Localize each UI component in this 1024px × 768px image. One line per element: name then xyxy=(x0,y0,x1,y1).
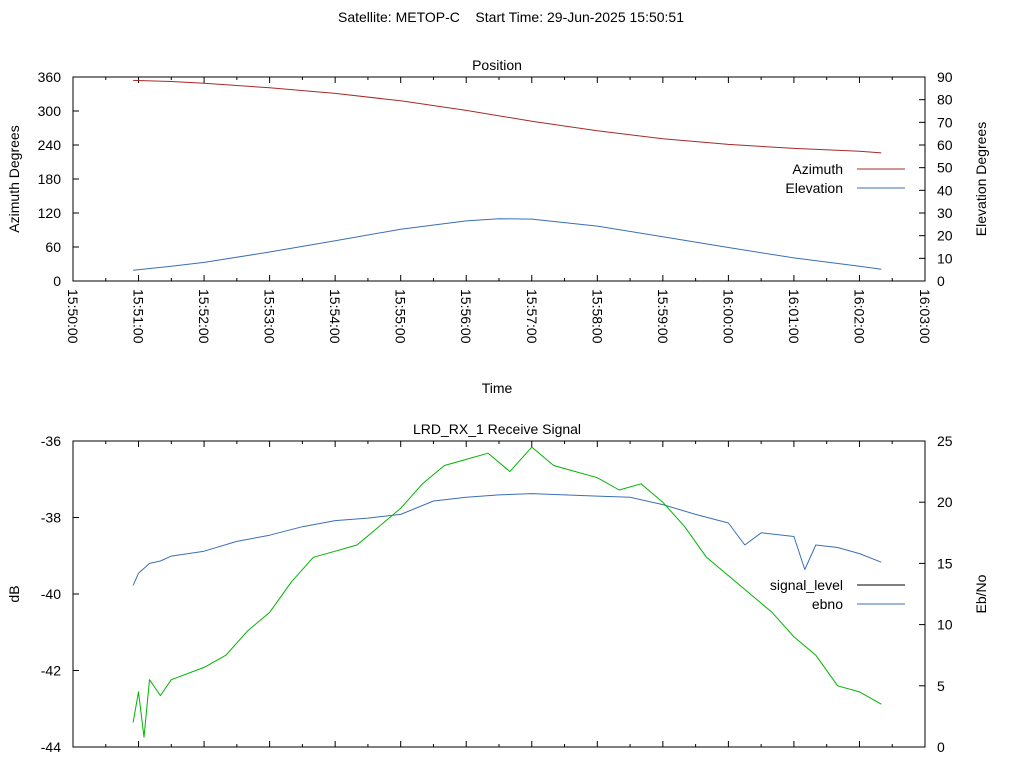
legend-label: Elevation xyxy=(785,180,843,196)
x-tick-label: 15:52:00 xyxy=(196,289,212,344)
position-plot-frame xyxy=(72,76,926,282)
legend-label: Azimuth xyxy=(792,161,843,177)
x-tick-label: 15:53:00 xyxy=(262,289,278,344)
x-tick-label: 16:01:00 xyxy=(786,289,802,344)
x-tick-label: 15:56:00 xyxy=(458,289,474,344)
y-tick-label: -38 xyxy=(41,510,61,526)
elevation-series-line xyxy=(133,218,882,271)
y2-tick-label: 5 xyxy=(937,678,945,694)
y2-tick-label: 10 xyxy=(937,617,953,633)
y2-tick-label: 0 xyxy=(937,739,945,755)
x-tick-label: 15:58:00 xyxy=(589,289,605,344)
y2-tick-label: 20 xyxy=(937,228,953,244)
y-tick-label: 300 xyxy=(38,103,62,119)
x-tick-label: 15:55:00 xyxy=(393,289,409,344)
unlabeled-series-line xyxy=(132,446,882,738)
x-tick-label: 16:02:00 xyxy=(851,289,867,344)
y-tick-label: 120 xyxy=(38,205,62,221)
y-tick-label: -36 xyxy=(41,433,61,449)
y2-tick-label: 25 xyxy=(937,433,953,449)
y2-tick-label: 0 xyxy=(937,273,945,289)
y2-tick-label: 10 xyxy=(937,250,953,266)
signal-y-axis-label: dB xyxy=(6,585,22,602)
x-tick-label: 16:03:00 xyxy=(917,289,933,344)
position-legend: Azimuth Elevation xyxy=(785,161,905,196)
position-y2-axis-label: Elevation Degrees xyxy=(973,122,989,236)
x-tick-label: 16:00:00 xyxy=(720,289,736,344)
position-x-axis-label: Time xyxy=(482,380,513,396)
signal-plot-frame xyxy=(72,440,926,748)
y-tick-label: 0 xyxy=(53,273,61,289)
position-axis-ticks: 0 60 120 180 240 300 360 0 10 20 30 40 50 60 70 80 90 15:… xyxy=(38,69,953,344)
x-tick-label: 15:57:00 xyxy=(524,289,540,344)
ebno-series-line xyxy=(132,493,882,586)
signal-panel: LRD_RX_1 Receive Signal dB Eb/No -44-42-… xyxy=(6,421,989,755)
signal-axis-ticks: -44 -42 -40 -38 -36 0 5 10 15 20 25 xyxy=(41,433,953,755)
signal-series xyxy=(132,446,882,738)
signal-y2-axis-label: Eb/No xyxy=(973,574,989,613)
position-panel: Position Azimuth Degrees Elevation Degre… xyxy=(6,57,989,396)
figure-title: Satellite: METOP-C Start Time: 29-Jun-20… xyxy=(338,9,684,25)
position-series xyxy=(133,79,882,271)
y-tick-label: -40 xyxy=(41,586,61,602)
legend-label: ebno xyxy=(812,596,843,612)
x-tick-label: 15:50:00 xyxy=(65,289,81,344)
y-tick-label: 180 xyxy=(38,171,62,187)
y2-tick-label: 60 xyxy=(937,137,953,153)
x-tick-label: 15:54:00 xyxy=(327,289,343,344)
y-tick-label: 360 xyxy=(38,69,62,85)
azimuth-series-line xyxy=(133,79,882,154)
y-tick-label: -42 xyxy=(41,663,61,679)
y2-tick-label: 15 xyxy=(937,555,953,571)
legend-label: signal_level xyxy=(770,577,843,593)
y2-tick-label: 20 xyxy=(937,494,953,510)
y2-tick-label: 30 xyxy=(937,205,953,221)
position-title: Position xyxy=(472,57,522,73)
y2-tick-label: 40 xyxy=(937,182,953,198)
y2-tick-label: 90 xyxy=(937,69,953,85)
y-tick-label: 60 xyxy=(45,239,61,255)
x-tick-label: 15:51:00 xyxy=(131,289,147,344)
y2-tick-label: 80 xyxy=(937,92,953,108)
position-y-axis-label: Azimuth Degrees xyxy=(6,125,22,232)
y2-tick-label: 50 xyxy=(937,160,953,176)
y2-tick-label: 70 xyxy=(937,114,953,130)
y-tick-label: -44 xyxy=(41,739,61,755)
x-tick-label: 15:59:00 xyxy=(655,289,671,344)
y-tick-label: 240 xyxy=(38,137,62,153)
signal-title: LRD_RX_1 Receive Signal xyxy=(413,421,581,437)
